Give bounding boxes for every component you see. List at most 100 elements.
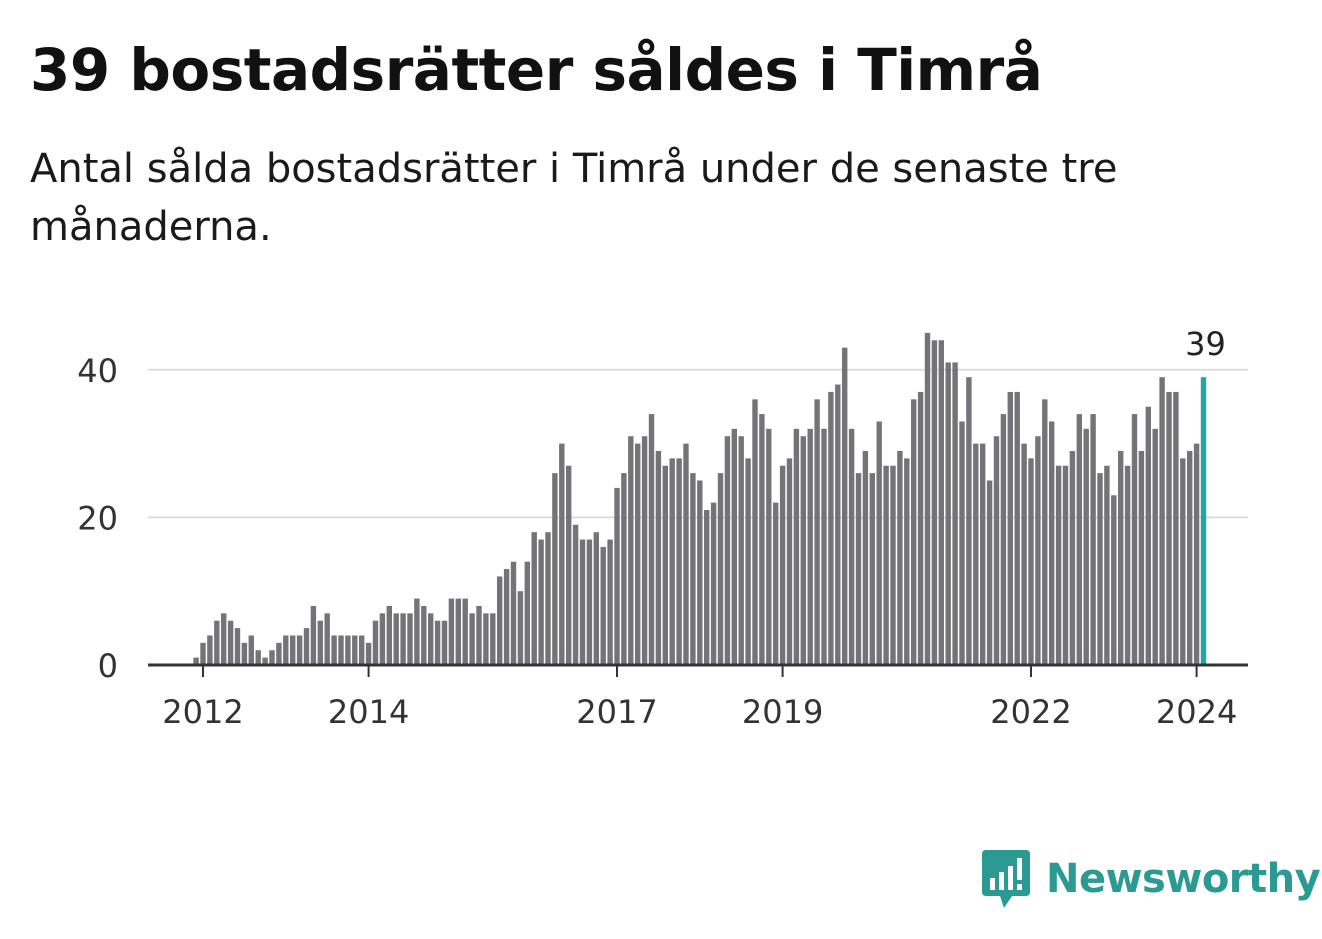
bar [1076,414,1082,665]
bar [1097,473,1103,665]
bar [1083,428,1089,665]
bar [1159,377,1165,665]
bar [503,569,510,665]
bar [414,598,420,665]
bar [855,473,862,665]
bar [828,391,834,665]
bar [890,465,896,665]
bar [1069,450,1076,665]
bar [379,613,386,665]
bar [1021,443,1027,665]
bar [324,613,330,665]
x-tick-label: 2014 [328,693,409,731]
bar [621,473,627,665]
bar [1187,450,1193,665]
bar [779,465,786,665]
bar [773,502,779,665]
bar [814,399,820,665]
bar [359,635,365,665]
bar [745,458,751,665]
bar [510,561,517,665]
bar [917,391,924,665]
chart-title: 39 bostadsrätter såldes i Timrå [30,36,1043,104]
x-tick-label: 2019 [742,693,823,731]
bar [752,399,758,665]
bar [310,605,317,665]
bar [952,362,958,665]
bar [1111,495,1117,665]
bar [455,598,461,665]
bar [938,340,944,665]
bar [600,546,606,665]
bar [317,620,323,665]
bar [545,532,551,665]
bar [924,332,931,665]
bar [731,428,737,665]
bar [428,613,434,665]
x-tick-label: 2017 [576,693,657,731]
bar [628,436,634,665]
bar [559,443,565,665]
bar [980,443,986,665]
bar [207,635,213,665]
brand-name: Newsworthy [1046,856,1321,902]
bar [842,347,848,665]
bar [669,458,675,665]
bar [793,428,800,665]
bar [214,620,220,665]
bar [1173,391,1179,665]
bar [1118,450,1124,665]
bar [635,443,641,665]
axes [148,663,1248,677]
bar [1138,450,1145,665]
bar [352,635,358,665]
bar [200,642,206,665]
bar [904,458,910,665]
bar [911,399,917,665]
bar [697,480,703,665]
x-tick-label: 2012 [162,693,243,731]
bar [1124,465,1131,665]
bar [869,473,875,665]
bar [641,436,648,665]
bar [579,539,586,665]
highlight-value-label: 39 [1185,325,1226,363]
bar [1007,391,1013,665]
bar [1014,391,1020,665]
bar [1145,406,1151,665]
bar [338,635,344,665]
bar [1035,436,1041,665]
bar [800,436,806,665]
bar [835,384,841,665]
bar [1042,399,1048,665]
bar [690,473,696,665]
bar [710,502,717,665]
bar [227,620,234,665]
bar [283,635,289,665]
bar [269,650,275,665]
bar [766,428,772,665]
bar [434,620,441,665]
bar [1180,458,1186,665]
bar [241,642,248,665]
bar-chart: 0 20 40 39 2012 2014 2017 2019 2022 2024 [77,325,1248,731]
bar [959,421,965,665]
bar [614,487,620,665]
bars [193,332,1207,665]
bar [290,635,296,665]
bar [497,576,503,665]
bar [331,635,337,665]
bar [1028,458,1034,665]
bar [393,613,399,665]
bar [386,605,392,665]
bar [262,657,268,665]
bar [538,539,544,665]
bar [490,613,496,665]
bar [986,480,993,665]
bar [303,628,310,665]
bar [586,539,593,665]
bar [759,414,765,665]
bar [821,428,827,665]
bar [255,650,261,665]
bar [676,458,682,665]
